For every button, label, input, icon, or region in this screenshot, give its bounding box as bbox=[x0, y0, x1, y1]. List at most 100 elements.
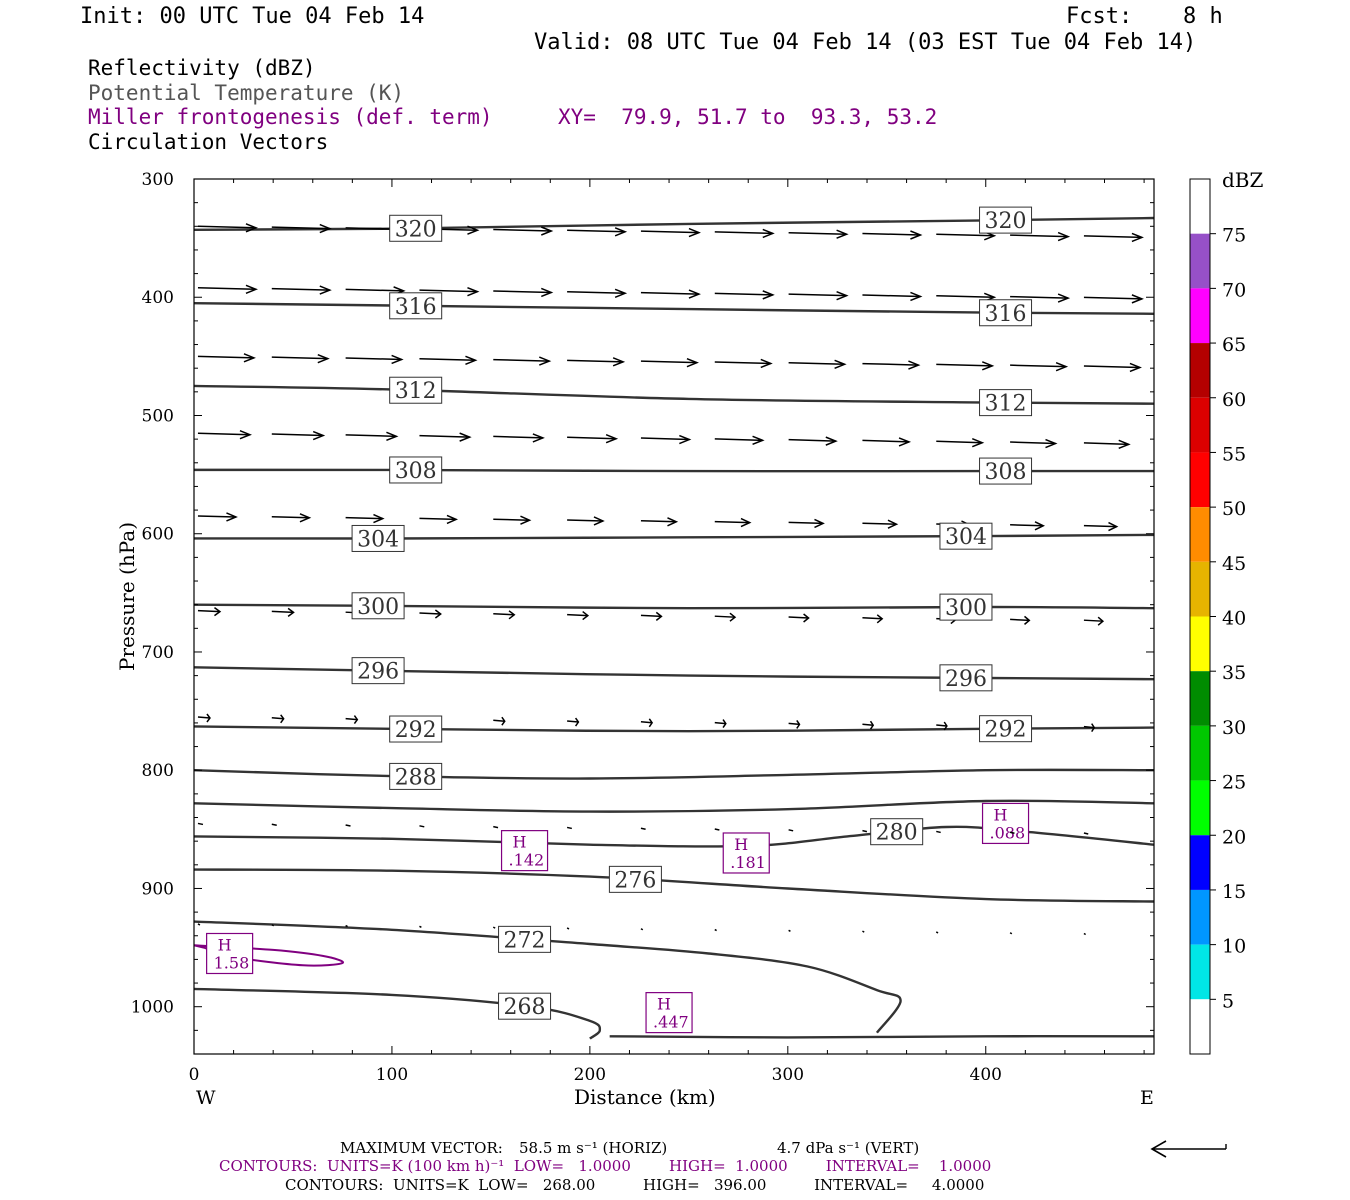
circulation-vector-head bbox=[614, 227, 628, 237]
theta-label-304: 304 bbox=[945, 525, 987, 550]
colorbar-segment-7 bbox=[1190, 561, 1210, 617]
circulation-vector-51 bbox=[1083, 442, 1129, 446]
colorbar-segment-5 bbox=[1190, 452, 1210, 508]
circulation-vector-30 bbox=[493, 358, 550, 362]
circulation-vector-108 bbox=[492, 926, 496, 929]
circulation-vector-97 bbox=[640, 827, 646, 830]
frontogenesis-max-label: H bbox=[994, 805, 1008, 824]
circulation-vector-47 bbox=[788, 438, 836, 442]
theta-label-292: 292 bbox=[985, 718, 1027, 743]
circulation-vector-46 bbox=[714, 438, 763, 442]
theta-contour-276 bbox=[193, 868, 1155, 903]
circulation-vector-head bbox=[722, 719, 727, 729]
circulation-vector-116 bbox=[1083, 932, 1087, 936]
colorbar-label-70: 70 bbox=[1222, 279, 1246, 301]
circulation-vector-head bbox=[943, 721, 948, 731]
circulation-vector-111 bbox=[714, 928, 717, 932]
theta-label-box bbox=[939, 593, 993, 621]
frontogenesis-max-box bbox=[206, 932, 254, 975]
frontogenesis-max-value: 1.58 bbox=[214, 953, 250, 972]
circulation-vector-78 bbox=[197, 716, 211, 719]
circulation-vector-35 bbox=[862, 362, 919, 366]
theta-label-308: 308 bbox=[985, 460, 1027, 485]
theta-label-box bbox=[389, 456, 443, 484]
circulation-vector-115 bbox=[1009, 932, 1013, 935]
circulation-vector-106 bbox=[345, 924, 348, 928]
forecast-hour: 8 h bbox=[1183, 4, 1223, 29]
circulation-vector-head bbox=[391, 354, 404, 365]
circulation-vector-25 bbox=[1083, 296, 1142, 300]
colorbar-segment-6 bbox=[1190, 507, 1210, 562]
circulation-vector-114 bbox=[935, 931, 939, 934]
circulation-vector-69 bbox=[493, 613, 515, 616]
colorbar-segment-10 bbox=[1190, 725, 1210, 781]
y-tick-label-800: 800 bbox=[142, 761, 174, 781]
circulation-vector-87 bbox=[862, 723, 874, 726]
circulation-vector-head bbox=[762, 290, 775, 300]
circulation-vector-head bbox=[869, 720, 875, 730]
circulation-vector-head bbox=[910, 291, 923, 302]
colorbar-segment-15 bbox=[1190, 999, 1210, 1054]
theta-label-304: 304 bbox=[357, 527, 399, 552]
theta-label-320: 320 bbox=[395, 217, 437, 242]
x-tick-label-100: 100 bbox=[376, 1065, 408, 1085]
circulation-vector-head bbox=[243, 353, 256, 363]
theta-label-box bbox=[939, 522, 993, 550]
circulation-vector-head bbox=[539, 356, 552, 366]
theta-label-box bbox=[389, 715, 443, 743]
x-tick-label-400: 400 bbox=[970, 1065, 1002, 1085]
circulation-vector-head bbox=[898, 437, 912, 447]
colorbar-segment-1 bbox=[1190, 233, 1210, 289]
circulation-vector-61 bbox=[862, 522, 897, 525]
circulation-vector-12 bbox=[1083, 235, 1142, 239]
circulation-vector-40 bbox=[271, 433, 324, 437]
circulation-vector-68 bbox=[419, 612, 441, 615]
circulation-vector-109 bbox=[566, 927, 570, 930]
theta-label-box bbox=[351, 524, 405, 552]
circulation-vector-head bbox=[532, 433, 545, 443]
circulation-vector-33 bbox=[714, 361, 771, 365]
theta-label-box bbox=[979, 206, 1033, 234]
contours-black-info: CONTOURS: UNITS=K LOW= 268.00 HIGH= 396.… bbox=[285, 1176, 985, 1194]
circulation-vector-100 bbox=[862, 829, 868, 833]
colorbar-segment-9 bbox=[1190, 671, 1210, 726]
field-vectors: Circulation Vectors bbox=[88, 130, 329, 154]
circulation-vector-45 bbox=[640, 437, 690, 441]
field-reflectivity: Reflectivity (dBZ) bbox=[88, 56, 316, 80]
circulation-vector-55 bbox=[419, 517, 457, 521]
circulation-vector-27 bbox=[271, 356, 328, 360]
circulation-vector-head bbox=[796, 719, 801, 729]
theta-label-box bbox=[979, 389, 1033, 417]
init-time: Init: 00 UTC Tue 04 Feb 14 bbox=[80, 4, 425, 29]
frontogenesis-max-box bbox=[645, 992, 693, 1034]
theta-label-300: 300 bbox=[945, 596, 987, 621]
circulation-vector-head bbox=[803, 613, 810, 623]
frontogenesis-max-label: H bbox=[218, 935, 232, 954]
theta-label-268: 268 bbox=[504, 995, 546, 1020]
colorbar-label-5: 5 bbox=[1222, 990, 1234, 1012]
circulation-vector-head bbox=[299, 513, 312, 523]
theta-label-296: 296 bbox=[945, 667, 987, 692]
circulation-vector-head bbox=[836, 229, 849, 239]
theta-label-box bbox=[939, 664, 993, 692]
circulation-vector-head bbox=[593, 516, 605, 526]
circulation-vector-head bbox=[908, 360, 921, 370]
circulation-vector-head bbox=[245, 284, 258, 294]
circulation-vector-head bbox=[612, 357, 626, 367]
circulation-vector-4 bbox=[493, 228, 552, 232]
theta-contour-272 bbox=[193, 920, 902, 1034]
circulation-vector-head bbox=[729, 612, 737, 622]
theta-label-box bbox=[351, 592, 405, 620]
x-west-label: W bbox=[196, 1087, 216, 1109]
theta-label-308: 308 bbox=[395, 459, 437, 484]
circulation-vector-head bbox=[467, 225, 480, 235]
circulation-vector-head bbox=[834, 359, 847, 369]
circulation-vector-head bbox=[648, 718, 654, 728]
frontogenesis-max-value: .447 bbox=[653, 1013, 689, 1032]
colorbar-segment-3 bbox=[1190, 343, 1210, 398]
circulation-vector-head bbox=[317, 353, 330, 364]
circulation-vector-96 bbox=[566, 826, 572, 830]
field-frontogenesis: Miller frontogenesis (def. term) bbox=[88, 105, 493, 129]
circulation-vector-head bbox=[386, 431, 399, 442]
circulation-vector-head bbox=[574, 717, 580, 727]
